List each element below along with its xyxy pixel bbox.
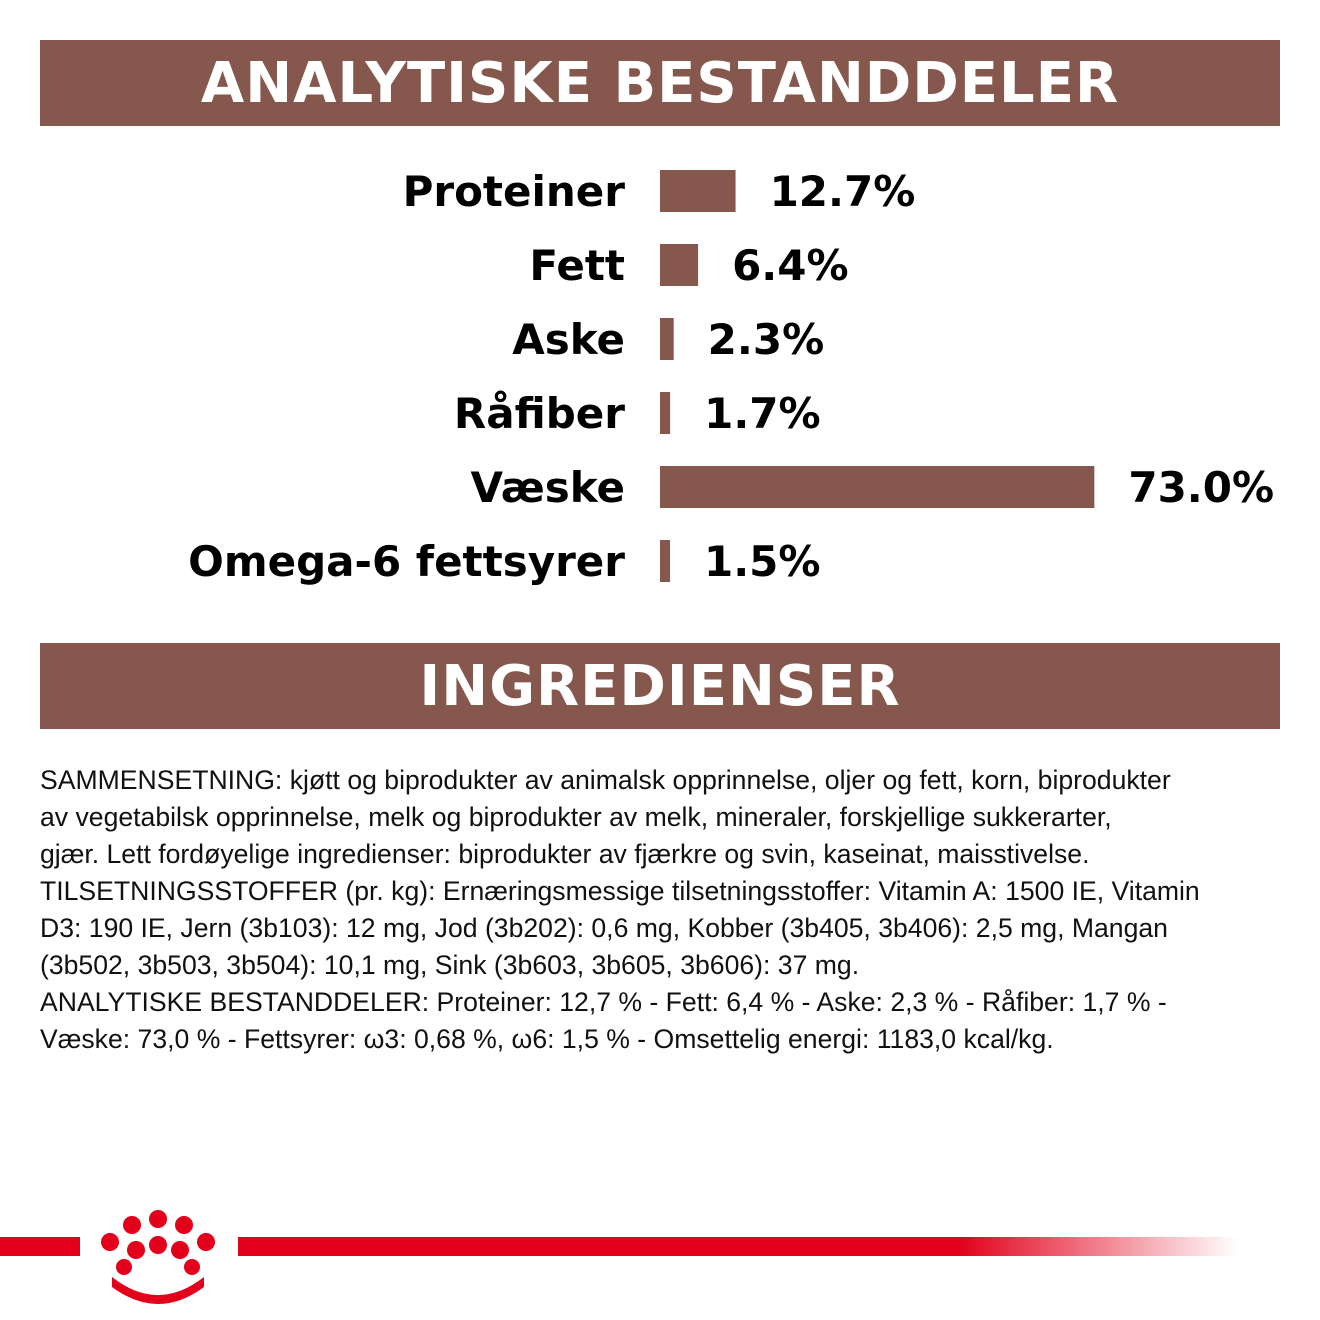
category-label: Råfiber (454, 389, 625, 438)
analysis-title-text: ANALYTISKE BESTANDDELER (200, 50, 1120, 116)
ingredients-title-text: INGREDIENSER (419, 653, 901, 719)
ingredients-line: av vegetabilsk opprinnelse, melk og bipr… (40, 802, 1112, 832)
value-bar (660, 540, 670, 582)
value-label: 1.5% (704, 537, 820, 586)
category-label: Væske (470, 463, 625, 512)
value-bar (660, 170, 736, 212)
ingredients-line: SAMMENSETNING: kjøtt og biprodukter av a… (40, 765, 1171, 795)
brand-line-right (238, 1237, 1238, 1256)
value-bar (660, 318, 674, 360)
ingredients-line: Væske: 73,0 % - Fettsyrer: ω3: 0,68 %, ω… (40, 1024, 1054, 1054)
value-bar (660, 466, 1095, 508)
value-label: 2.3% (708, 315, 824, 364)
category-label: Omega-6 fettsyrer (188, 537, 625, 586)
ingredients-paragraph: SAMMENSETNING: kjøtt og biprodukter av a… (40, 762, 1290, 1058)
category-label: Fett (529, 241, 625, 290)
value-bar (660, 244, 699, 286)
royal-canin-crown-icon (101, 1210, 215, 1304)
value-bar (660, 392, 671, 434)
ingredients-line: D3: 190 IE, Jern (3b103): 12 mg, Jod (3b… (40, 913, 1168, 943)
brand-line-left (0, 1237, 80, 1256)
ingredients-line: gjær. Lett fordøyelige ingredienser: bip… (40, 839, 1090, 869)
ingredients-line: (3b502, 3b503, 3b504): 10,1 mg, Sink (3b… (40, 950, 860, 980)
brand-footer (0, 1210, 1238, 1304)
ingredients-line: ANALYTISKE BESTANDDELER: Proteiner: 12,7… (40, 987, 1167, 1017)
nutrient-bar-chart: Proteiner 12.7% Fett 6.4% Aske 2.3% Råfiber 1.7… (188, 167, 1274, 586)
ingredients-line: TILSETNINGSSTOFFER (pr. kg): Ernæringsme… (40, 876, 1200, 906)
category-label: Aske (512, 315, 625, 364)
value-label: 73.0% (1128, 463, 1274, 512)
value-label: 1.7% (704, 389, 820, 438)
value-label: 6.4% (732, 241, 848, 290)
analysis-section-title: ANALYTISKE BESTANDDELER (40, 40, 1280, 126)
ingredients-section-title: INGREDIENSER (40, 643, 1280, 729)
value-label: 12.7% (770, 167, 916, 216)
category-label: Proteiner (403, 167, 626, 216)
